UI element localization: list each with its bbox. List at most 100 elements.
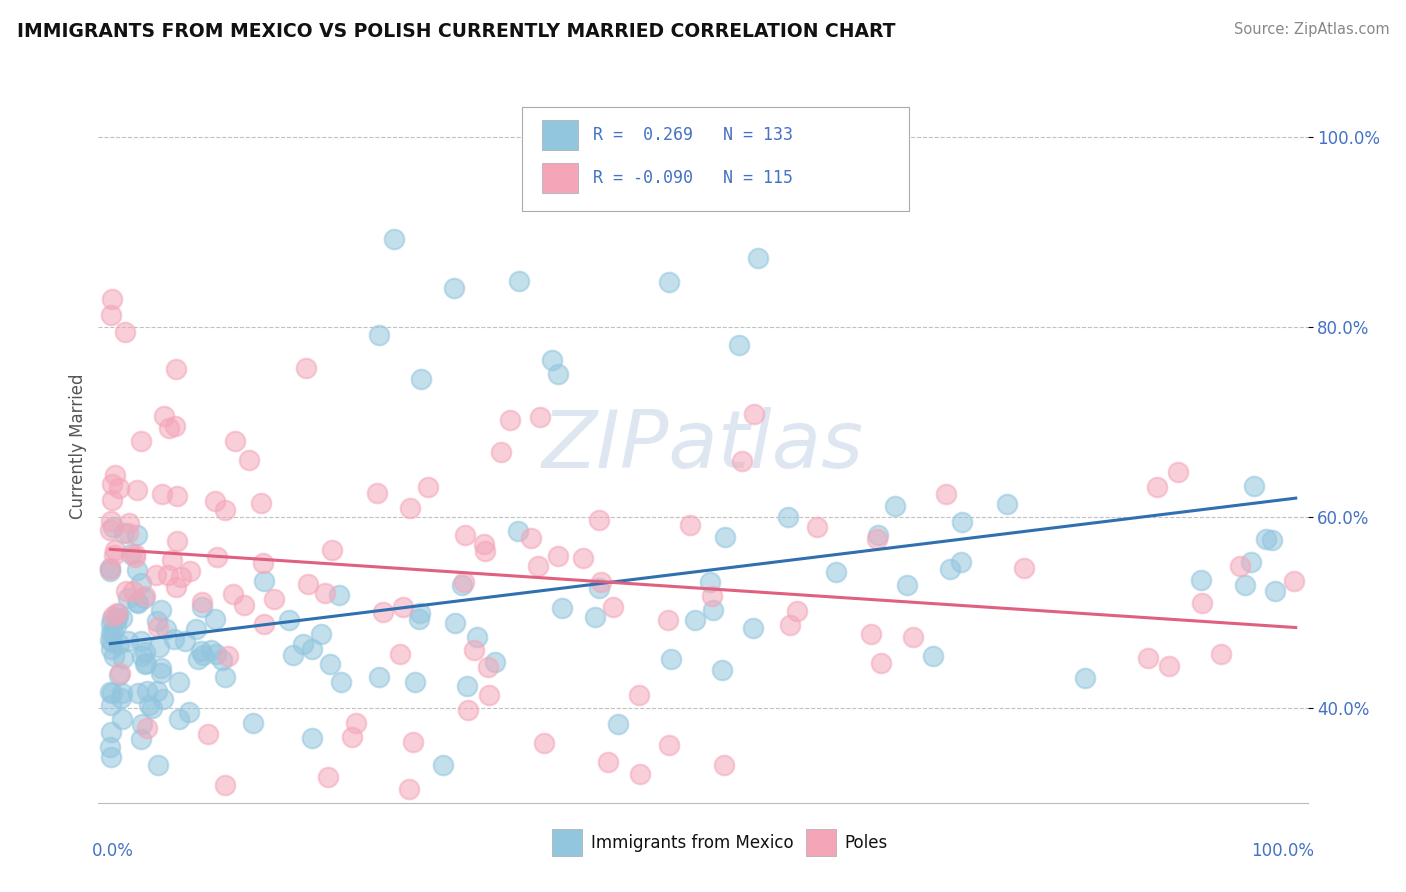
Point	[105, 611, 128, 625]
Point	[1264, 584, 1286, 599]
Point	[316, 770, 339, 784]
Point	[340, 730, 363, 744]
Point	[344, 715, 367, 730]
Point	[204, 612, 226, 626]
Point	[547, 367, 569, 381]
Point	[105, 619, 128, 633]
Point	[742, 407, 765, 421]
Point	[319, 657, 342, 671]
Point	[145, 568, 167, 582]
Point	[100, 493, 122, 508]
Point	[477, 688, 499, 702]
Point	[149, 603, 172, 617]
Point	[598, 755, 620, 769]
Point	[165, 362, 187, 376]
Point	[474, 544, 496, 558]
Point	[453, 574, 475, 589]
Point	[121, 583, 143, 598]
Point	[301, 731, 323, 745]
Point	[100, 698, 122, 713]
Point	[127, 686, 149, 700]
Point	[100, 632, 122, 647]
Point	[472, 537, 495, 551]
Point	[191, 648, 214, 663]
Point	[107, 607, 129, 622]
Point	[138, 698, 160, 713]
Point	[100, 686, 122, 700]
Point	[444, 615, 467, 630]
Point	[167, 674, 190, 689]
Point	[98, 739, 121, 754]
Point	[152, 486, 174, 500]
Text: R =  0.269   N = 133: R = 0.269 N = 133	[593, 126, 793, 144]
Point	[100, 564, 122, 578]
Point	[628, 766, 651, 780]
Point	[131, 717, 153, 731]
Point	[100, 725, 122, 739]
Point	[702, 603, 724, 617]
Point	[141, 700, 163, 714]
Point	[551, 600, 574, 615]
Point	[301, 642, 323, 657]
Point	[588, 513, 610, 527]
Point	[901, 630, 924, 644]
Bar	[543, 162, 578, 193]
Point	[160, 553, 183, 567]
Point	[443, 281, 465, 295]
Point	[100, 617, 122, 632]
Point	[922, 649, 945, 664]
Point	[870, 657, 893, 671]
Point	[1254, 533, 1277, 547]
Point	[281, 648, 304, 662]
Point	[297, 576, 319, 591]
Point	[136, 684, 159, 698]
Point	[778, 509, 800, 524]
Point	[131, 648, 153, 663]
Point	[949, 555, 972, 569]
Point	[368, 670, 391, 684]
Point	[658, 275, 681, 289]
Point	[100, 523, 122, 537]
Point	[1229, 559, 1251, 574]
Point	[108, 637, 131, 651]
Point	[508, 274, 530, 288]
Point	[165, 419, 187, 434]
Point	[935, 487, 957, 501]
Point	[148, 620, 170, 634]
Point	[742, 622, 765, 636]
Point	[150, 661, 173, 675]
Point	[117, 526, 139, 541]
Point	[263, 592, 285, 607]
Point	[1243, 479, 1265, 493]
Point	[131, 634, 153, 648]
Point	[190, 600, 212, 615]
Point	[101, 624, 124, 639]
Text: R = -0.090   N = 115: R = -0.090 N = 115	[593, 169, 793, 186]
Text: Source: ZipAtlas.com: Source: ZipAtlas.com	[1233, 22, 1389, 37]
Point	[233, 598, 256, 612]
Point	[252, 556, 274, 570]
Point	[409, 606, 432, 620]
Point	[679, 518, 702, 533]
Point	[602, 600, 624, 615]
Point	[238, 453, 260, 467]
Point	[136, 721, 159, 735]
Point	[295, 361, 318, 376]
Point	[368, 327, 391, 342]
Point	[214, 502, 236, 516]
Point	[146, 757, 169, 772]
Point	[150, 665, 173, 680]
Point	[108, 482, 131, 496]
Point	[702, 590, 724, 604]
Point	[191, 595, 214, 609]
Point	[110, 666, 132, 681]
Point	[404, 675, 426, 690]
Point	[498, 413, 520, 427]
Point	[152, 691, 174, 706]
Point	[131, 732, 153, 747]
Point	[607, 716, 630, 731]
Point	[132, 591, 155, 605]
Point	[373, 606, 395, 620]
Point	[1146, 480, 1168, 494]
Point	[547, 549, 569, 564]
